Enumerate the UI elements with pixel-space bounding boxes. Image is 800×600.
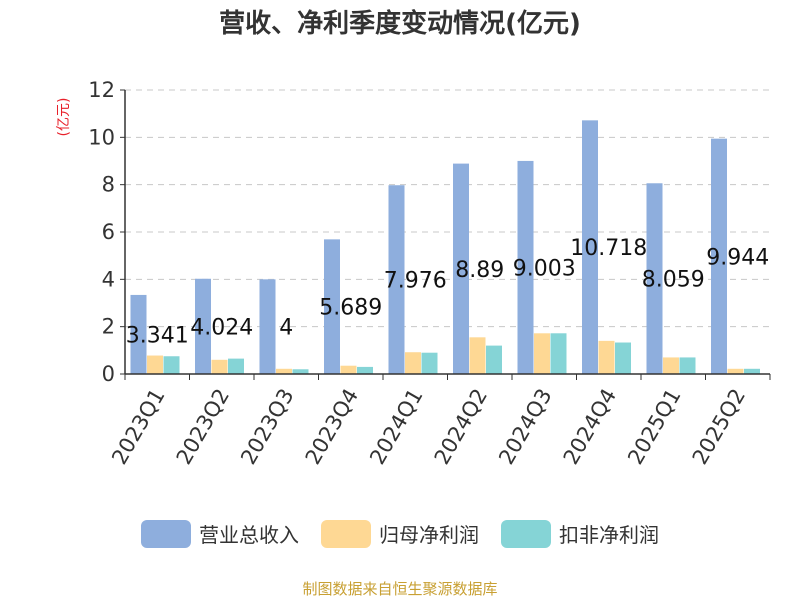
- bar-deducted-net-profit: [357, 366, 373, 374]
- bar-deducted-net-profit: [679, 357, 696, 374]
- bar-net-profit: [598, 340, 615, 374]
- bar-deducted-net-profit: [228, 358, 244, 374]
- x-tick-label: 2024Q3: [494, 385, 556, 469]
- bar-revenue: [130, 294, 147, 374]
- bar-net-profit: [276, 368, 292, 374]
- y-tick-label: 0: [102, 362, 115, 386]
- bar-net-profit: [147, 355, 163, 374]
- y-axis-ticks: 0 2 4 6 8 10 12: [88, 78, 125, 386]
- bar-revenue: [324, 239, 340, 374]
- bar-revenue: [646, 183, 663, 374]
- data-label: 4: [279, 316, 293, 341]
- bar-net-profit: [405, 352, 421, 374]
- data-label: 4.024: [190, 315, 253, 340]
- bar-deducted-net-profit: [421, 352, 438, 374]
- source-note: 制图数据来自恒生聚源数据库: [302, 580, 498, 598]
- bar-revenue: [388, 185, 405, 374]
- data-label: 9.003: [513, 256, 576, 281]
- x-tick-label: 2025Q1: [623, 385, 685, 469]
- y-tick-label: 8: [102, 173, 115, 197]
- bar-net-profit: [211, 359, 228, 374]
- bar-deducted-net-profit: [615, 342, 631, 374]
- data-label: 8.059: [642, 268, 705, 293]
- x-tick-label: 2023Q4: [301, 385, 363, 469]
- y-tick-label: 2: [102, 315, 115, 339]
- legend-item[interactable]: 营业总收入: [141, 519, 299, 548]
- x-tick-label: 2024Q4: [559, 385, 621, 469]
- y-tick-label: 10: [88, 125, 115, 149]
- bar-net-profit: [727, 368, 744, 374]
- legend-swatch-net-profit: [321, 519, 371, 548]
- bar-revenue: [453, 163, 469, 374]
- legend: 营业总收入 归母净利润 扣非净利润: [0, 519, 800, 548]
- bar-deducted-net-profit: [163, 356, 180, 374]
- data-label: 7.976: [384, 269, 447, 294]
- bar-revenue: [582, 120, 598, 374]
- bar-deducted-net-profit: [744, 368, 760, 374]
- bar-revenue: [711, 138, 727, 374]
- data-label: 10.718: [570, 236, 647, 261]
- grid-lines: [125, 89, 770, 328]
- bar-net-profit: [340, 365, 357, 374]
- x-tick-label: 2024Q2: [430, 385, 492, 469]
- legend-label: 归母净利润: [379, 523, 479, 547]
- x-tick-label: 2024Q1: [365, 385, 427, 469]
- chart-title: 营收、净利季度变动情况(亿元): [219, 8, 581, 39]
- legend-swatch-revenue: [141, 519, 191, 548]
- bars: [130, 120, 760, 374]
- legend-label: 扣非净利润: [559, 523, 659, 547]
- x-tick-label: 2023Q1: [107, 385, 169, 469]
- x-tick-label: 2023Q2: [172, 385, 234, 469]
- legend-swatch-deducted-net-profit: [501, 519, 551, 548]
- bar-net-profit: [534, 333, 550, 374]
- x-axis-ticks: 2023Q1 2023Q2 2023Q3 2023Q4 2024Q1 2024Q2 2024…: [107, 374, 771, 469]
- bar-revenue: [195, 278, 211, 374]
- y-axis-label: (亿元): [56, 98, 72, 137]
- bar-deducted-net-profit: [550, 333, 567, 374]
- x-tick-label: 2025Q2: [688, 385, 750, 469]
- data-label: 9.944: [706, 245, 769, 270]
- x-tick-label: 2023Q3: [236, 385, 298, 469]
- bar-net-profit: [663, 357, 679, 374]
- legend-item[interactable]: 归母净利润: [321, 519, 479, 548]
- bar-revenue: [259, 279, 276, 374]
- bar-net-profit: [469, 337, 486, 374]
- data-label: 5.689: [319, 296, 382, 321]
- data-label: 8.89: [455, 258, 504, 283]
- y-tick-label: 6: [102, 220, 115, 244]
- legend-item[interactable]: 扣非净利润: [501, 519, 659, 548]
- data-label: 3.341: [126, 323, 189, 348]
- bar-deducted-net-profit: [292, 369, 309, 374]
- bar-revenue: [517, 160, 534, 374]
- legend-label: 营业总收入: [199, 523, 299, 547]
- y-tick-label: 12: [88, 78, 115, 102]
- y-tick-label: 4: [102, 267, 115, 291]
- bar-deducted-net-profit: [486, 345, 502, 374]
